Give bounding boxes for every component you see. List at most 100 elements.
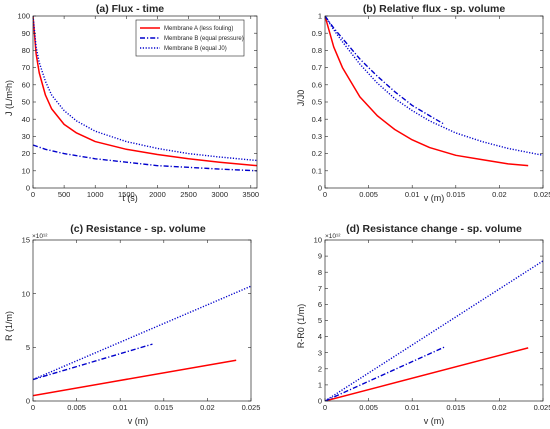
panel-a-ytick-label-5: 50 <box>22 98 30 107</box>
panel-b: (b) Relative flux - sp. volume 0 0.005 0.0… <box>296 3 550 203</box>
panel-a-ytick-label-2: 20 <box>22 149 30 158</box>
panel-c-xtick-label-3: 0.015 <box>154 403 173 412</box>
panel-b-xtick-label-4: 0.02 <box>492 190 507 199</box>
panel-d-xtick-label-0: 0 <box>323 403 327 412</box>
panel-b-xtick-label-2: 0.01 <box>405 190 420 199</box>
panel-b-xtick-label-5: 0.025 <box>534 190 550 199</box>
panel-d-series-line-0 <box>325 347 529 401</box>
panel-c-ytick-label-0: 0 <box>26 397 30 406</box>
panel-d-ytick-label-8: 8 <box>318 268 322 277</box>
legend: Membrane A (less fouling) Membrane B (eq… <box>135 19 245 57</box>
panel-a-ytick-label-8: 80 <box>22 46 30 55</box>
panel-a-ytick-label-3: 30 <box>22 132 30 141</box>
panel-d-series <box>325 260 543 401</box>
panel-b-ytick-label-3: 0.3 <box>312 132 322 141</box>
panel-c-series-line-2 <box>33 285 251 381</box>
panel-d-ytick-label-7: 7 <box>318 284 322 293</box>
panel-b-ytick-label-4: 0.4 <box>312 115 322 124</box>
panel-a-xtick-label-3: 1500 <box>118 190 135 199</box>
panel-c-xtick-label-5: 0.025 <box>242 403 261 412</box>
panel-b-xtick-label-0: 0 <box>323 190 327 199</box>
panel-d-xtick-label-3: 0.015 <box>446 403 465 412</box>
panel-a-ytick-label-6: 60 <box>22 80 30 89</box>
panel-d-ytick-label-2: 2 <box>318 364 322 373</box>
panel-d-xtick-label-1: 0.005 <box>359 403 378 412</box>
panel-b-xtick-label-3: 0.015 <box>446 190 465 199</box>
panel-a-xtick-label-2: 1000 <box>87 190 104 199</box>
panel-b-ytick-label-6: 0.6 <box>312 80 322 89</box>
panel-a-ytick-label-7: 70 <box>22 63 30 72</box>
panel-a-ytick-label-4: 40 <box>22 115 30 124</box>
panel-d-ylabel: R-R0 (1/m) <box>296 304 306 349</box>
legend-label-membrane-b-j0: Membrane B (equal J0) <box>164 46 227 52</box>
panel-b-ytick-label-1: 0.1 <box>312 166 322 175</box>
panel-c-xtick-label-1: 0.005 <box>67 403 86 412</box>
legend-label-membrane-b-pressure: Membrane B (equal pressure) <box>164 36 244 42</box>
panel-d-xtick-label-2: 0.01 <box>405 403 420 412</box>
panel-d-series-line-1 <box>325 346 445 401</box>
panel-d-ytick-label-4: 4 <box>318 332 322 341</box>
panel-b-xlabel: v (m) <box>424 193 445 203</box>
panel-a-series-line-0 <box>33 16 257 167</box>
panel-b-ytick-label-7: 0.7 <box>312 63 322 72</box>
panel-b-series-line-2 <box>325 16 543 157</box>
panel-c-xtick-label-4: 0.02 <box>200 403 215 412</box>
panel-a-ytick-label-0: 0 <box>26 184 30 193</box>
panel-a-ytick-label-9: 90 <box>22 29 30 38</box>
panel-d-ytick-label-0: 0 <box>318 397 322 406</box>
panel-a-xtick-label-6: 3000 <box>211 190 228 199</box>
panel-c-plot: 0 0.005 0.01 0.015 0.02 0.025 0 5 10 15 <box>22 236 261 412</box>
panel-b-series <box>325 16 543 167</box>
panel-c-series-line-0 <box>33 359 237 397</box>
panel-b-ytick-label-10: 1 <box>318 12 322 21</box>
panel-a-series-line-1 <box>33 144 257 172</box>
panel-d-plot: 0 0.005 0.01 0.015 0.02 0.025 0 1 2 3 4 5 6 7 8 9 10 <box>314 236 550 412</box>
panel-b-xtick-label-1: 0.005 <box>359 190 378 199</box>
panel-d-exponent: ×10¹² <box>325 233 341 240</box>
panel-b-series-line-0 <box>325 16 529 167</box>
panel-a-ytick-label-1: 10 <box>22 166 30 175</box>
panel-d-ytick-label-5: 5 <box>318 316 322 325</box>
panel-d-ytick-label-1: 1 <box>318 381 322 390</box>
panel-d-xlabel: v (m) <box>424 416 445 426</box>
panel-c-ytick-label-1: 5 <box>26 343 30 352</box>
panel-b-ytick-label-8: 0.8 <box>312 46 322 55</box>
panel-a-plot: 0 500 1000 1500 2000 2500 3000 3500 0 10 20 30 40 50 6… <box>17 12 259 199</box>
panel-d-ytick-label-6: 6 <box>318 300 322 309</box>
panel-a-xlabel: t (s) <box>122 193 138 203</box>
panel-d-ytick-label-3: 3 <box>318 348 322 357</box>
panel-d-series-line-2 <box>325 260 543 401</box>
panel-a-xtick-label-1: 500 <box>58 190 71 199</box>
panel-c-series <box>33 285 251 397</box>
panel-b-title: (b) Relative flux - sp. volume <box>363 3 506 15</box>
panel-c-xlabel: v (m) <box>128 416 149 426</box>
panel-d-title: (d) Resistance change - sp. volume <box>346 223 522 235</box>
panel-d-ytick-label-10: 10 <box>314 236 322 245</box>
panel-c-exponent: ×10¹² <box>32 233 48 240</box>
panel-c-ytick-label-2: 10 <box>22 289 30 298</box>
panel-b-plot: 0 0.005 0.01 0.015 0.02 0.025 0 0.1 0.2 0.3 0.4 0.5… <box>312 12 550 199</box>
panel-c-ylabel: R (1/m) <box>4 311 14 341</box>
panel-a-xtick-label-4: 2000 <box>149 190 166 199</box>
panel-a-xtick-label-5: 2500 <box>180 190 197 199</box>
panel-c-ytick-label-3: 15 <box>22 236 30 245</box>
panel-d: (d) Resistance change - sp. volume ×10¹²… <box>296 223 550 426</box>
legend-label-membrane-a: Membrane A (less fouling) <box>164 26 233 32</box>
panel-a-xtick-label-7: 3500 <box>242 190 259 199</box>
panel-a-series <box>33 16 257 172</box>
panel-d-ytick-label-9: 9 <box>318 252 322 261</box>
panel-c-title: (c) Resistance - sp. volume <box>70 223 206 235</box>
panel-a: (a) Flux - time 0 500 1000 1500 2000 2500 3000… <box>4 3 259 203</box>
panel-a-series-line-2 <box>33 16 257 162</box>
panel-b-ytick-label-0: 0 <box>318 184 322 193</box>
panel-b-ytick-label-9: 0.9 <box>312 29 322 38</box>
panel-a-title: (a) Flux - time <box>96 3 164 15</box>
panel-a-ytick-label-10: 100 <box>17 12 30 21</box>
panel-d-xtick-label-4: 0.02 <box>492 403 507 412</box>
panel-c: (c) Resistance - sp. volume ×10¹² 0 0.005… <box>4 223 260 426</box>
panel-d-xtick-label-5: 0.025 <box>534 403 550 412</box>
panel-b-ytick-label-5: 0.5 <box>312 98 322 107</box>
panel-c-xtick-label-0: 0 <box>31 403 35 412</box>
